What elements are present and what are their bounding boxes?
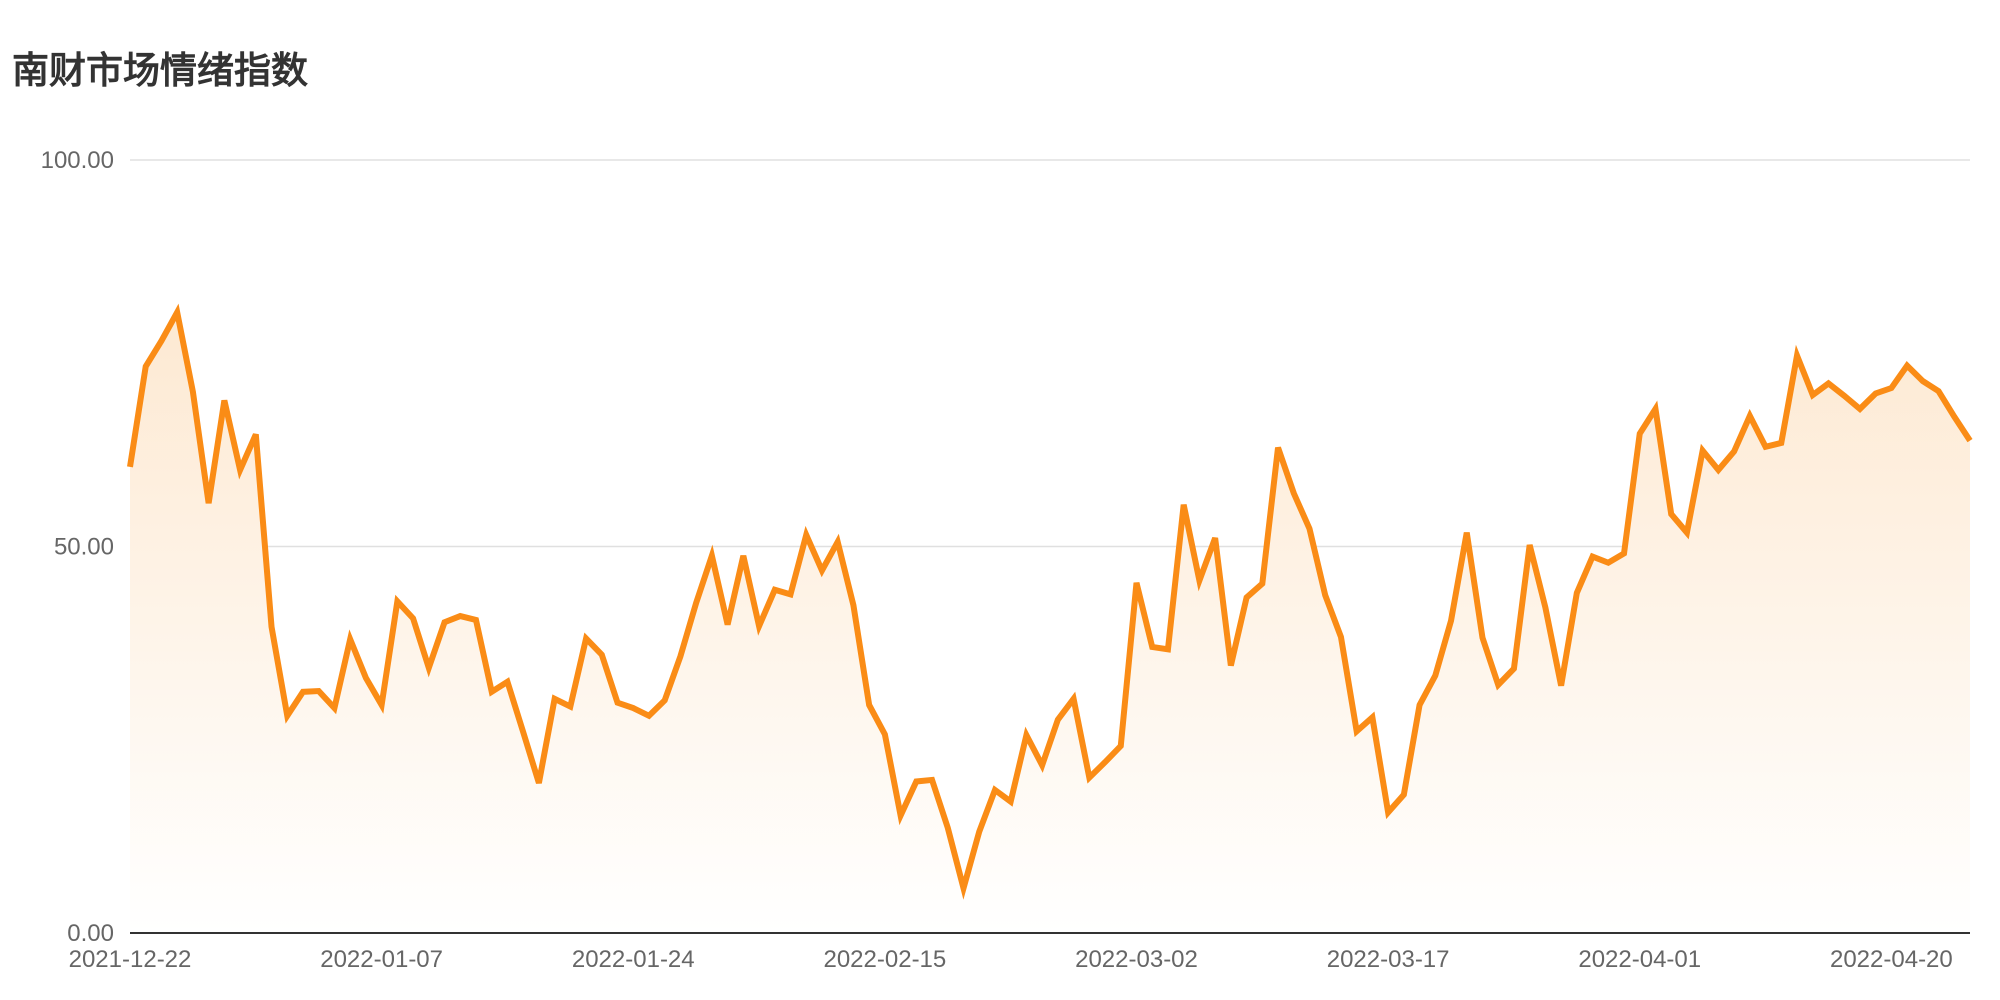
x-tick-label: 2022-04-20 xyxy=(1830,946,1953,973)
series-line xyxy=(127,303,1973,900)
x-tick-label: 2022-01-07 xyxy=(320,946,443,973)
x-tick-label: 2022-03-17 xyxy=(1327,946,1450,973)
area-path xyxy=(130,312,1970,933)
y-tick-label: 50.00 xyxy=(54,534,114,561)
x-tick-label: 2022-01-24 xyxy=(572,946,695,973)
x-tick-label: 2022-02-15 xyxy=(823,946,946,973)
chart-title: 南财市场情绪指数 xyxy=(12,49,308,92)
x-axis-labels: 2021-12-22 2022-01-07 2022-01-24 2022-02-15… xyxy=(69,946,1953,973)
x-tick-label: 2022-03-02 xyxy=(1075,946,1198,973)
y-tick-label: 0.00 xyxy=(67,920,114,947)
x-tick-label: 2022-04-01 xyxy=(1578,946,1701,973)
y-tick-label: 100.00 xyxy=(41,147,114,174)
x-tick-label: 2021-12-22 xyxy=(69,946,192,973)
area-fill xyxy=(130,312,1970,933)
y-axis-labels: 0.00 50.00 100.00 xyxy=(41,147,114,947)
series-line-path xyxy=(127,303,1973,900)
